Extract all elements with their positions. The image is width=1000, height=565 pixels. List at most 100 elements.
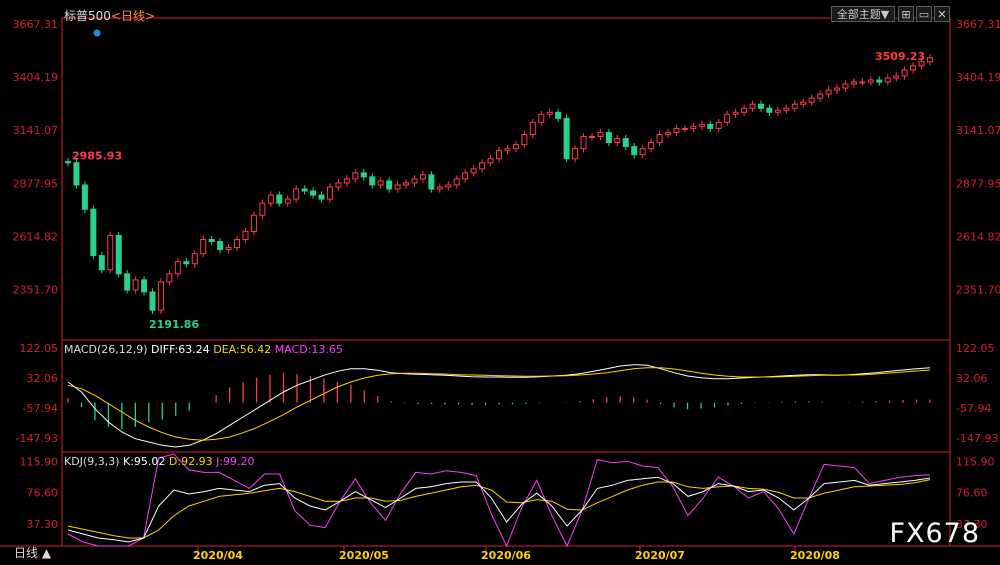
candle-body xyxy=(656,133,663,144)
candle-body xyxy=(217,241,224,251)
candle-body xyxy=(191,253,198,265)
candle-body xyxy=(512,144,519,150)
macd-name: MACD(26,12,9) xyxy=(64,343,148,356)
candle-body xyxy=(98,255,105,271)
candle-body xyxy=(124,273,131,291)
price-annotation: 2985.93 xyxy=(72,150,122,163)
candle-body xyxy=(90,208,97,257)
candle-body xyxy=(893,75,900,79)
y-tick-label-left: 3404.19 xyxy=(13,71,59,84)
period-label[interactable]: <日线> xyxy=(110,9,156,23)
candle-body xyxy=(276,194,283,204)
theme-dropdown-button[interactable]: 全部主题▼ xyxy=(831,6,895,22)
candle-body xyxy=(580,136,587,150)
price-annotation: 2191.86 xyxy=(149,318,199,331)
candle-body xyxy=(681,127,688,130)
candle-body xyxy=(665,131,672,135)
candle-body xyxy=(208,238,215,243)
candle-body xyxy=(732,111,739,115)
macd-value: MACD:13.65 xyxy=(274,343,343,356)
candle-body xyxy=(369,176,376,186)
candle-body xyxy=(867,79,874,83)
y-tick-label-left: 2614.82 xyxy=(13,230,59,243)
candle-body xyxy=(81,184,88,210)
candle-body xyxy=(377,180,384,186)
candle-body xyxy=(555,111,562,119)
candle-body xyxy=(766,107,773,113)
candle-body xyxy=(673,127,680,133)
grid-icon[interactable]: ⊞ xyxy=(898,6,914,22)
x-tick-label: 2020/08 xyxy=(790,549,840,562)
y-tick-label-right: 3141.07 xyxy=(956,124,1000,137)
candle-body xyxy=(132,279,139,291)
event-marker-icon xyxy=(93,29,101,37)
candle-body xyxy=(927,57,933,63)
close-icon[interactable]: ✕ xyxy=(934,6,950,22)
price-annotation: 3509.23 xyxy=(875,50,925,63)
candle-body xyxy=(639,148,646,156)
candle-body xyxy=(622,138,629,148)
candle-body xyxy=(301,188,308,192)
candle-body xyxy=(724,113,731,123)
macd-title: MACD(26,12,9) DIFF:63.24 DEA:56.42 MACD:… xyxy=(64,343,343,356)
candle-body xyxy=(73,162,80,186)
candle-body xyxy=(817,93,824,99)
candle-body xyxy=(774,109,781,113)
candle-body xyxy=(808,97,815,103)
y-tick-label-left: 3141.07 xyxy=(13,124,59,137)
x-tick-label: 2020/06 xyxy=(481,549,531,562)
candle-body xyxy=(648,142,655,150)
chart-title: 标普500<日线> xyxy=(64,7,155,24)
candle-body xyxy=(394,184,401,190)
candle-body xyxy=(842,83,849,89)
candle-body xyxy=(529,121,536,135)
kdj-d: D:92.93 xyxy=(168,455,213,468)
x-tick-label: 2020/07 xyxy=(635,549,685,562)
macd-dea: DEA:56.42 xyxy=(213,343,272,356)
kdj-j: J:99.20 xyxy=(216,455,255,468)
candle-body xyxy=(403,182,410,186)
candle-body xyxy=(496,150,502,160)
macd-y-tick-right: 32.06 xyxy=(956,372,988,385)
candle-body xyxy=(149,291,156,311)
macd-diff-line xyxy=(67,364,931,448)
candle-body xyxy=(386,180,393,190)
candle-body xyxy=(115,234,122,275)
kdj-y-tick-right: 37.30 xyxy=(956,518,988,531)
candle-body xyxy=(597,131,604,138)
candle-body xyxy=(267,194,274,204)
macd-y-tick-left: -147.93 xyxy=(16,432,58,445)
candle-body xyxy=(757,103,764,109)
candle-body xyxy=(107,234,114,271)
watermark: FX678 xyxy=(889,518,980,549)
macd-y-tick-right: -57.94 xyxy=(956,402,991,415)
candle-body xyxy=(707,123,714,129)
candle-body xyxy=(174,261,181,275)
candle-body xyxy=(859,81,866,84)
kdj-k: K:95.02 xyxy=(123,455,166,468)
period-toggle[interactable]: 日线 ▲ xyxy=(14,546,52,560)
candle-body xyxy=(183,261,190,265)
candle-body xyxy=(715,121,722,129)
macd-y-tick-left: 122.05 xyxy=(20,342,59,355)
candle-body xyxy=(876,79,883,83)
kdj-j-line xyxy=(67,453,931,548)
candle-body xyxy=(698,123,705,127)
candle-body xyxy=(910,65,917,71)
candle-body xyxy=(65,161,71,164)
candle-body xyxy=(918,61,925,67)
kdj-d-line xyxy=(67,479,931,539)
candle-body xyxy=(504,148,511,152)
candle-body xyxy=(572,148,579,160)
candle-body xyxy=(479,162,486,170)
x-tick-label: 2020/04 xyxy=(193,549,243,562)
minimize-icon[interactable]: ▭ xyxy=(916,6,932,22)
candle-body xyxy=(521,133,528,146)
x-tick-label: 2020/05 xyxy=(339,549,389,562)
candle-body xyxy=(250,214,257,232)
candle-body xyxy=(825,89,832,95)
candle-body xyxy=(588,136,595,139)
kdj-y-tick-left: 115.90 xyxy=(20,455,59,468)
candle-body xyxy=(453,178,460,186)
